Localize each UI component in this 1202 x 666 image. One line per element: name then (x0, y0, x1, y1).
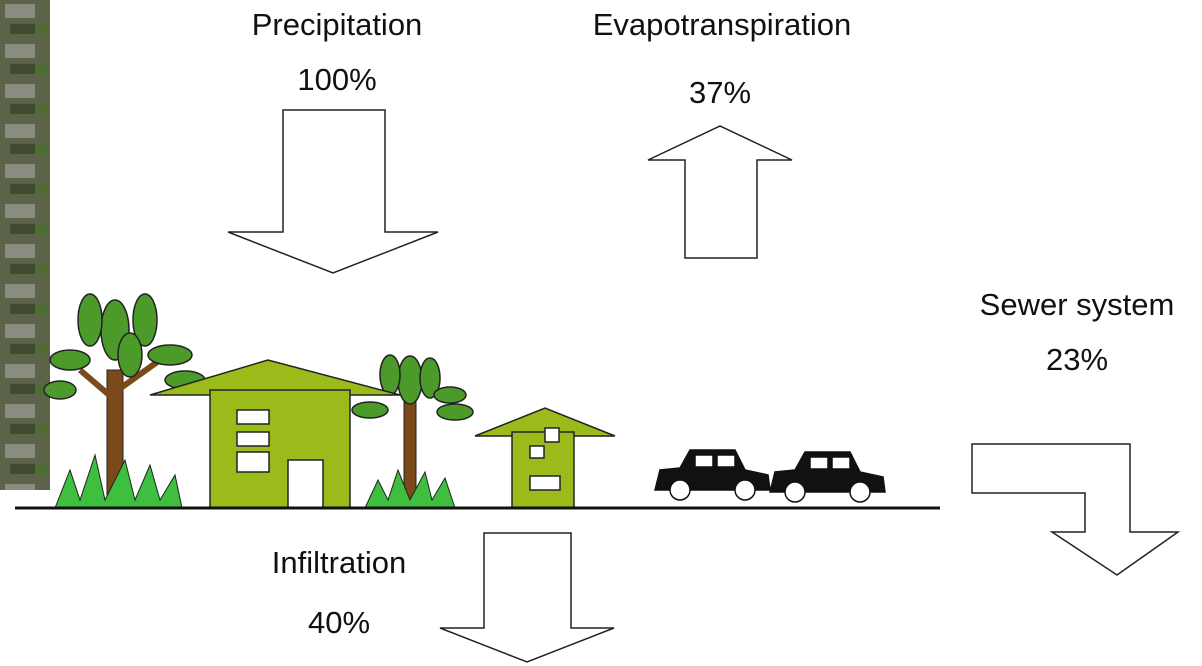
grass (54, 453, 456, 509)
flow-value: 23% (1046, 342, 1108, 377)
evapotranspiration-arrow (647, 125, 793, 259)
car (654, 449, 771, 501)
house (474, 407, 616, 509)
flow-value: 40% (308, 605, 370, 640)
flow-label: Sewer system (980, 287, 1175, 322)
flow-label: Evapotranspiration (593, 7, 852, 42)
flow-label: Infiltration (272, 545, 406, 580)
flow-value: 37% (689, 75, 751, 110)
house (149, 359, 401, 509)
car (769, 451, 886, 503)
aerial-photo (0, 0, 50, 490)
infiltration-arrow (439, 532, 615, 663)
precipitation-arrow (227, 109, 439, 274)
sewer-arrow (971, 443, 1181, 576)
flow-value: 100% (297, 62, 376, 97)
tree (351, 354, 474, 509)
flow-label: Precipitation (252, 7, 423, 42)
